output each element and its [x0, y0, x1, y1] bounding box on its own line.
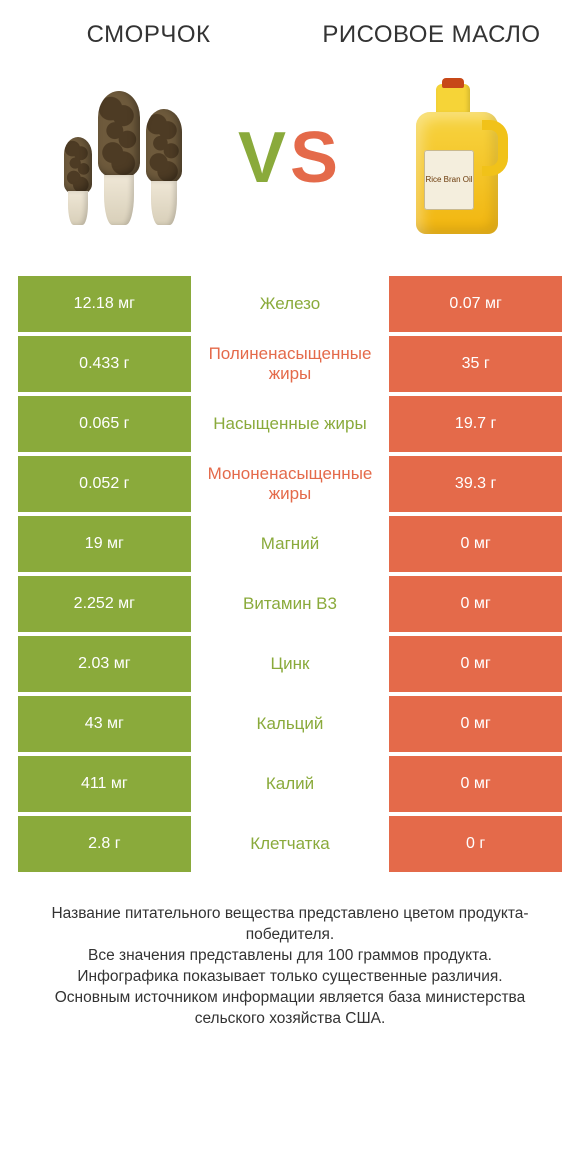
- table-row: 12.18 мгЖелезо0.07 мг: [18, 276, 562, 332]
- cell-left-value: 0.052 г: [18, 456, 191, 512]
- cell-nutrient-label: Насыщенные жиры: [191, 396, 390, 452]
- footnote: Название питательного вещества представл…: [18, 904, 562, 1030]
- product-left-image: [28, 68, 218, 248]
- table-row: 0.052 гМононенасыщенные жиры39.3 г: [18, 456, 562, 512]
- table-row: 43 мгКальций0 мг: [18, 696, 562, 752]
- cell-right-value: 0 мг: [389, 696, 562, 752]
- cell-nutrient-label: Цинк: [191, 636, 390, 692]
- cell-right-value: 0.07 мг: [389, 276, 562, 332]
- cell-right-value: 39.3 г: [389, 456, 562, 512]
- product-right-title: Рисовое масло: [301, 20, 562, 50]
- vs-s: S: [290, 118, 342, 198]
- cell-left-value: 2.252 мг: [18, 576, 191, 632]
- cell-nutrient-label: Железо: [191, 276, 390, 332]
- footnote-line: Инфографика показывает только существенн…: [24, 967, 556, 988]
- product-left-title: Сморчок: [18, 20, 279, 50]
- cell-nutrient-label: Полиненасыщенные жиры: [191, 336, 390, 392]
- cell-right-value: 19.7 г: [389, 396, 562, 452]
- cell-left-value: 0.433 г: [18, 336, 191, 392]
- morel-icon: [64, 91, 182, 225]
- cell-right-value: 0 мг: [389, 576, 562, 632]
- cell-right-value: 0 мг: [389, 756, 562, 812]
- vs-v: V: [238, 118, 290, 198]
- table-row: 2.03 мгЦинк0 мг: [18, 636, 562, 692]
- table-row: 2.8 гКлетчатка0 г: [18, 816, 562, 872]
- footnote-line: Название питательного вещества представл…: [24, 904, 556, 946]
- cell-left-value: 411 мг: [18, 756, 191, 812]
- oil-bottle-icon: Rice Bran Oil: [402, 78, 512, 238]
- cell-nutrient-label: Кальций: [191, 696, 390, 752]
- cell-right-value: 35 г: [389, 336, 562, 392]
- table-row: 19 мгМагний0 мг: [18, 516, 562, 572]
- product-right-image: Rice Bran Oil: [362, 68, 552, 248]
- cell-left-value: 0.065 г: [18, 396, 191, 452]
- cell-nutrient-label: Витамин B3: [191, 576, 390, 632]
- bottle-label: Rice Bran Oil: [424, 150, 474, 210]
- cell-right-value: 0 мг: [389, 516, 562, 572]
- cell-left-value: 12.18 мг: [18, 276, 191, 332]
- cell-left-value: 19 мг: [18, 516, 191, 572]
- cell-nutrient-label: Клетчатка: [191, 816, 390, 872]
- cell-left-value: 2.8 г: [18, 816, 191, 872]
- cell-right-value: 0 г: [389, 816, 562, 872]
- cell-nutrient-label: Мононенасыщенные жиры: [191, 456, 390, 512]
- cell-nutrient-label: Калий: [191, 756, 390, 812]
- cell-right-value: 0 мг: [389, 636, 562, 692]
- comparison-table: 12.18 мгЖелезо0.07 мг0.433 гПолиненасыще…: [18, 276, 562, 872]
- cell-left-value: 2.03 мг: [18, 636, 191, 692]
- cell-left-value: 43 мг: [18, 696, 191, 752]
- table-row: 0.433 гПолиненасыщенные жиры35 г: [18, 336, 562, 392]
- footnote-line: Все значения представлены для 100 граммо…: [24, 946, 556, 967]
- images-row: VS Rice Bran Oil: [18, 68, 562, 248]
- cell-nutrient-label: Магний: [191, 516, 390, 572]
- table-row: 2.252 мгВитамин B30 мг: [18, 576, 562, 632]
- table-row: 0.065 гНасыщенные жиры19.7 г: [18, 396, 562, 452]
- footnote-line: Основным источником информации является …: [24, 988, 556, 1030]
- vs-label: VS: [238, 122, 342, 194]
- header: Сморчок Рисовое масло: [18, 20, 562, 50]
- table-row: 411 мгКалий0 мг: [18, 756, 562, 812]
